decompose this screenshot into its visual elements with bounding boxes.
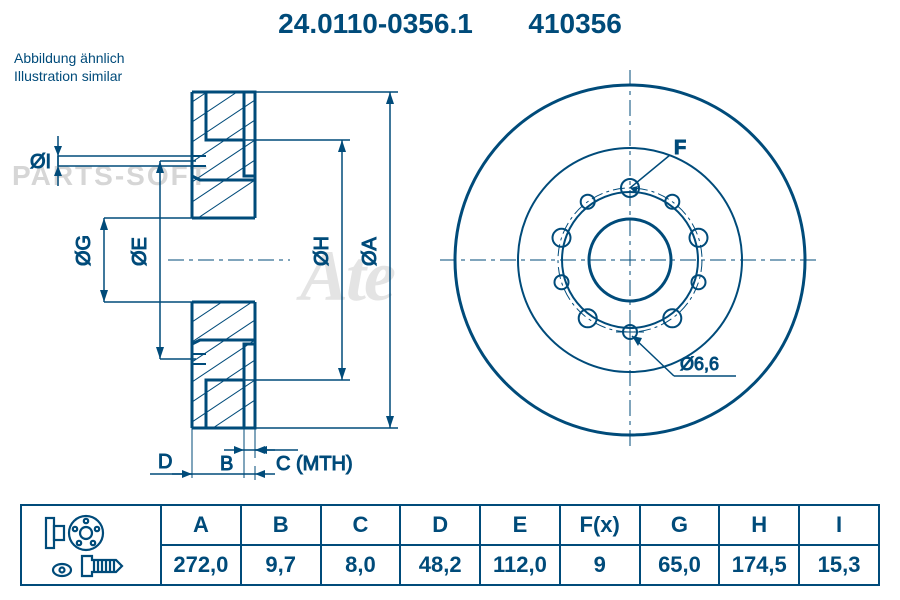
val-A: 272,0 (161, 545, 241, 585)
bolt-icon (36, 552, 146, 580)
label-I: ØI (30, 151, 51, 173)
col-D: D (400, 505, 480, 545)
subtitle-de: Abbildung ähnlich (14, 50, 125, 68)
label-H: ØH (311, 236, 333, 266)
col-C: C (321, 505, 401, 545)
val-B: 9,7 (241, 545, 321, 585)
label-G: ØG (73, 235, 95, 266)
part-number-1: 24.0110-0356.1 (278, 8, 473, 39)
val-G: 65,0 (640, 545, 720, 585)
label-C: C (MTH) (276, 453, 353, 475)
col-I: I (799, 505, 879, 545)
label-D: D (158, 451, 172, 473)
col-A: A (161, 505, 241, 545)
side-view: ØA ØH ØE (30, 70, 398, 480)
label-bore: Ø6,6 (680, 354, 719, 374)
val-C: 8,0 (321, 545, 401, 585)
col-B: B (241, 505, 321, 545)
label-F: F (674, 137, 686, 159)
header: 24.0110-0356.1 410356 (0, 8, 900, 40)
val-E: 112,0 (480, 545, 560, 585)
label-B: B (220, 453, 233, 475)
rotor-icon (36, 512, 146, 554)
val-I: 15,3 (799, 545, 879, 585)
val-H: 174,5 (719, 545, 799, 585)
val-F: 9 (560, 545, 640, 585)
col-G: G (640, 505, 720, 545)
front-view: F Ø6,6 (440, 70, 820, 450)
part-number-2: 410356 (528, 8, 621, 39)
dimension-table: A B C D E F(x) G H I 272,0 9,7 8,0 48,2 … (20, 504, 880, 586)
label-E: ØE (129, 237, 151, 266)
col-E: E (480, 505, 560, 545)
col-H: H (719, 505, 799, 545)
technical-drawing: F Ø6,6 (0, 70, 900, 480)
label-A: ØA (359, 236, 381, 266)
icon-cell (21, 505, 161, 585)
col-F: F(x) (560, 505, 640, 545)
val-D: 48,2 (400, 545, 480, 585)
